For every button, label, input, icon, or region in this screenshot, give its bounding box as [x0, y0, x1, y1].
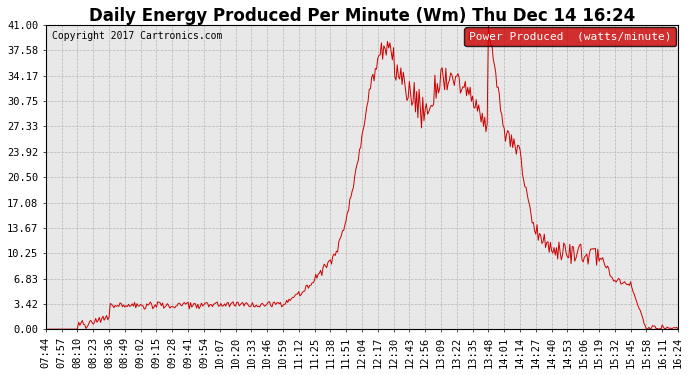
Title: Daily Energy Produced Per Minute (Wm) Thu Dec 14 16:24: Daily Energy Produced Per Minute (Wm) Th… [89, 7, 635, 25]
Legend: Power Produced  (watts/minute): Power Produced (watts/minute) [464, 27, 676, 46]
Text: Copyright 2017 Cartronics.com: Copyright 2017 Cartronics.com [52, 32, 222, 41]
